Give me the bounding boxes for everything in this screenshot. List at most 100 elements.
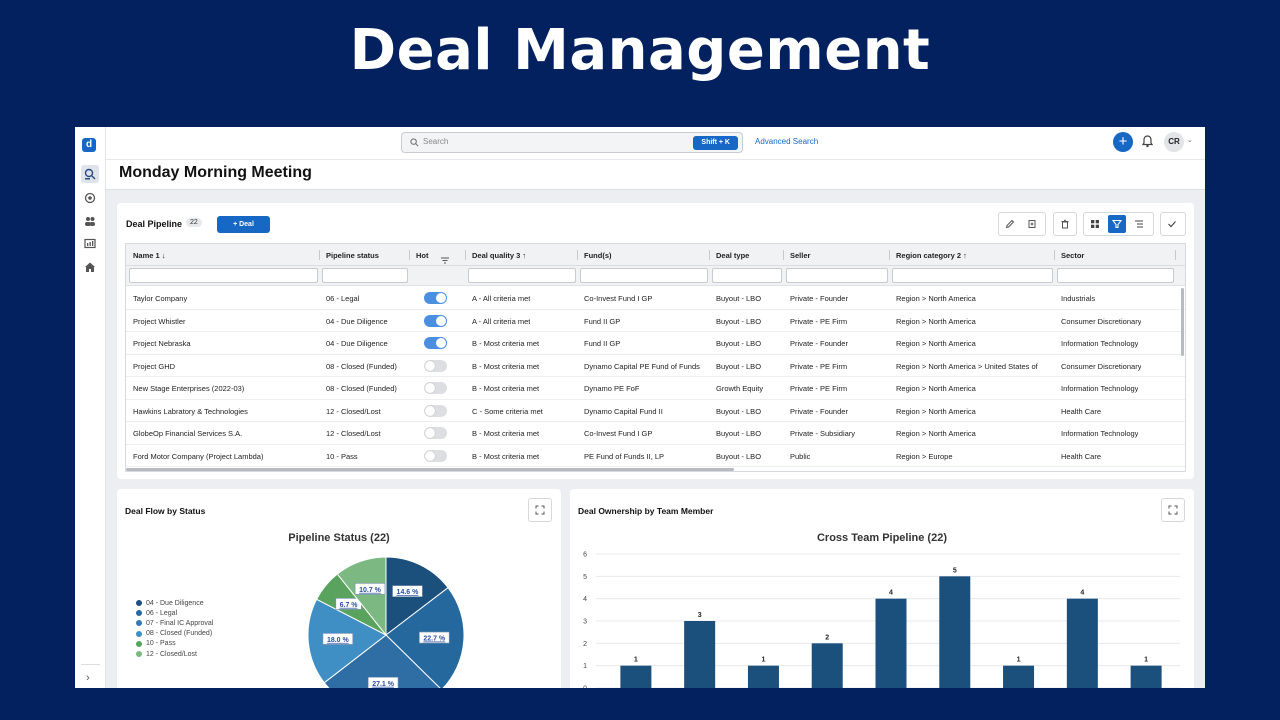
sector-filter-input[interactable] [1057, 268, 1174, 283]
hot-toggle[interactable] [424, 382, 447, 394]
hot-toggle[interactable] [424, 359, 447, 372]
legend-item[interactable]: 04 - Due Diligence [136, 598, 213, 608]
edit-icon[interactable] [999, 213, 1021, 235]
bar[interactable] [1130, 665, 1162, 688]
cell-seller: Private - Subsidiary [790, 429, 856, 438]
delete-button[interactable] [1053, 212, 1077, 236]
deal-type-filter-input[interactable] [712, 268, 782, 283]
bar[interactable] [620, 665, 652, 688]
legend-dot [136, 620, 142, 627]
cell-type: Buyout - LBO [716, 361, 762, 371]
hot-toggle[interactable] [424, 292, 447, 304]
bar-chart: 0 1 2 3 4 5 6 1 3 1 2 4 5 1 4 1 [583, 552, 1180, 688]
bell-icon[interactable] [1141, 135, 1154, 153]
bar[interactable] [875, 598, 907, 688]
expand-rail-icon[interactable]: › [86, 672, 90, 684]
bar[interactable] [1066, 598, 1098, 688]
bar-data-label: 4 [889, 590, 893, 597]
advanced-search-link[interactable]: Advanced Search [755, 137, 819, 146]
list-view-icon[interactable] [1128, 213, 1150, 235]
people-icon[interactable] [81, 212, 99, 230]
expand-chart-button[interactable] [1161, 498, 1185, 522]
cell-sector: Information Technology [1061, 339, 1139, 348]
cell-region: Region > North America [896, 429, 976, 438]
legend-item[interactable]: 06 - Legal [136, 608, 213, 618]
vertical-scrollbar[interactable] [1181, 288, 1184, 356]
column-header-pipeline-status[interactable]: Pipeline status [326, 251, 379, 260]
seller-filter-input[interactable] [786, 268, 888, 283]
table-row[interactable]: Project Nebraska 04 - Due Diligence B - Mo… [126, 332, 1185, 355]
cell-sector: Health Care [1061, 451, 1102, 461]
cell-status: 12 - Closed/Lost [326, 429, 381, 438]
add-deal-button[interactable]: + Deal [217, 216, 270, 233]
table-row[interactable]: Hawkins Labratory & Technologies 12 - Clo… [126, 400, 1185, 422]
bar-data-label: 1 [1144, 657, 1148, 664]
table-row[interactable]: Taylor Company 06 - Legal A - All criteria… [126, 287, 1185, 310]
funds-filter-input[interactable] [580, 268, 708, 283]
column-header-sector[interactable]: Sector [1061, 251, 1085, 260]
cell-status: 10 - Pass [326, 451, 358, 461]
confirm-button[interactable] [1160, 212, 1186, 236]
cell-name: Hawkins Labratory & Technologies [133, 406, 248, 416]
search-input[interactable]: Search Shift + K [401, 132, 743, 153]
hot-toggle[interactable] [424, 427, 447, 439]
cell-name: New Stage Enterprises (2022-03) [133, 384, 245, 393]
pie-legend: 04 - Due Diligence 06 - Legal 07 - Final I… [136, 598, 213, 659]
hot-toggle[interactable] [424, 314, 447, 327]
status-filter-input[interactable] [322, 268, 408, 283]
pie-slice[interactable] [336, 556, 387, 637]
legend-item[interactable]: 07 - Final IC Approval [136, 618, 213, 628]
column-header-name[interactable]: Name 1 ↓ [133, 251, 166, 260]
pie-label-box [354, 583, 386, 595]
app-logo[interactable]: d [82, 138, 96, 152]
bar-data-label: 1 [761, 657, 765, 664]
chevron-down-icon[interactable]: ⌄ [1187, 137, 1193, 144]
home-icon[interactable] [81, 258, 99, 276]
table-row[interactable]: New Stage Enterprises (2022-03) 08 - Clos… [126, 377, 1185, 400]
export-icon[interactable] [1021, 213, 1043, 235]
target-icon[interactable] [81, 189, 99, 207]
pie-label-box [322, 633, 354, 645]
hot-toggle[interactable] [424, 337, 447, 349]
quality-filter-input[interactable] [468, 268, 576, 283]
legend-item[interactable]: 08 - Closed (Funded) [136, 629, 213, 639]
legend-dot [136, 651, 142, 658]
column-header-seller[interactable]: Seller [790, 251, 811, 260]
grid-view-icon[interactable] [1084, 213, 1106, 235]
name-filter-input[interactable] [129, 268, 318, 283]
cell-sector: Information Technology [1061, 384, 1139, 393]
table-row[interactable]: Project Whistler 04 - Due Diligence A - Al… [126, 310, 1185, 332]
hot-toggle[interactable] [424, 449, 447, 462]
bar[interactable] [747, 665, 779, 688]
deals-icon[interactable] [81, 165, 99, 183]
report-icon[interactable] [81, 235, 99, 253]
create-new-button[interactable]: + [1113, 132, 1133, 152]
deal-ownership-title: Deal Ownership by Team Member [578, 506, 714, 516]
cell-quality: C - Some criteria met [472, 406, 543, 416]
horizontal-scrollbar[interactable] [126, 468, 734, 471]
table-row[interactable]: Ford Motor Company (Project Lambda) 10 - … [126, 445, 1185, 467]
column-header-hot[interactable]: Hot [416, 251, 429, 260]
table-row[interactable]: GlobeOp Financial Services S.A. 12 - Clos… [126, 422, 1185, 445]
column-filter-icon[interactable] [441, 251, 449, 269]
bar[interactable] [811, 643, 843, 688]
hot-toggle[interactable] [424, 404, 447, 417]
bar[interactable] [1003, 665, 1035, 688]
filter-icon[interactable] [1108, 215, 1126, 233]
avatar[interactable]: CR [1164, 132, 1184, 152]
column-header-deal-type[interactable]: Deal type [716, 251, 750, 260]
cell-type: Buyout - LBO [716, 429, 762, 438]
expand-chart-button[interactable] [528, 498, 552, 522]
legend-item[interactable]: 12 - Closed/Lost [136, 649, 213, 659]
cell-type: Growth Equity [716, 384, 764, 393]
column-header-funds[interactable]: Fund(s) [584, 251, 612, 260]
column-header-region-category[interactable]: Region category 2 ↑ [896, 251, 967, 260]
bar[interactable] [684, 621, 716, 688]
cell-status: 08 - Closed (Funded) [326, 361, 397, 371]
bar[interactable] [939, 576, 971, 688]
region-filter-input[interactable] [892, 268, 1053, 283]
legend-item[interactable]: 10 - Pass [136, 639, 213, 649]
pie-slice[interactable] [323, 634, 441, 688]
column-header-deal-quality[interactable]: Deal quality 3 ↑ [472, 251, 527, 260]
table-row[interactable]: Project GHD 08 - Closed (Funded) B - Most … [126, 355, 1185, 377]
